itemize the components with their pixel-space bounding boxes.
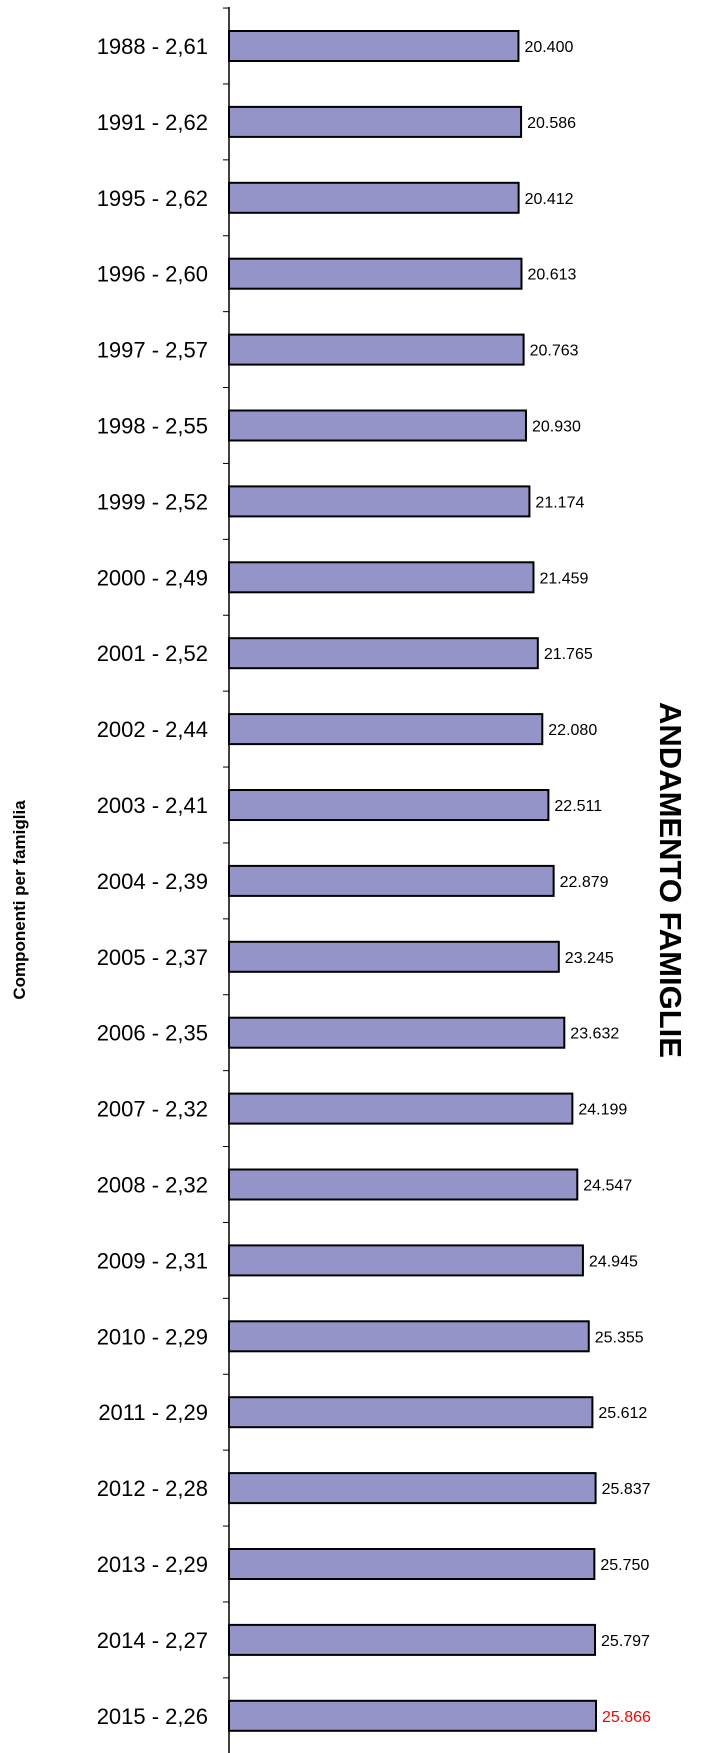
data-label: 24.199 (578, 1102, 627, 1119)
bar (228, 105, 523, 138)
data-label: 20.412 (525, 191, 574, 208)
data-label: 20.400 (524, 39, 573, 56)
bar (228, 1244, 584, 1277)
data-label: 20.586 (527, 115, 576, 132)
bar (228, 1016, 566, 1049)
category-label: 1998 - 2,55 (97, 414, 208, 439)
bar (228, 30, 520, 62)
data-label: 25.837 (602, 1481, 651, 1498)
bar (228, 1699, 597, 1732)
data-label: 20.613 (527, 267, 576, 284)
data-label: 23.245 (565, 950, 614, 967)
data-label: 24.547 (583, 1178, 632, 1195)
category-label: 2005 - 2,37 (97, 945, 208, 970)
bar (228, 1396, 594, 1429)
data-label: 20.763 (530, 343, 579, 360)
data-label: 25.866 (602, 1709, 651, 1726)
category-label: 2007 - 2,32 (97, 1097, 208, 1122)
y-axis-title: Componenti per famiglia (10, 800, 29, 1000)
data-label: 23.632 (570, 1026, 619, 1043)
category-label: 2002 - 2,44 (97, 717, 208, 742)
data-label: 24.945 (589, 1253, 638, 1270)
data-label: 25.797 (601, 1633, 650, 1650)
bars-layer (228, 30, 597, 1732)
bar (228, 637, 539, 670)
bar (228, 333, 525, 366)
bar (228, 181, 520, 214)
bar (228, 1623, 597, 1656)
category-label: 2011 - 2,29 (98, 1400, 208, 1425)
bar (228, 485, 531, 518)
data-label: 21.765 (544, 646, 593, 663)
bar (228, 1168, 579, 1201)
bar (228, 789, 550, 821)
category-label: 1996 - 2,60 (97, 262, 208, 287)
category-label: 1991 - 2,62 (97, 110, 208, 135)
category-label: 2009 - 2,31 (97, 1248, 208, 1273)
chart-title: ANDAMENTO FAMIGLIE (653, 702, 688, 1058)
category-label: 1988 - 2,61 (97, 34, 208, 59)
bar (228, 561, 535, 594)
category-label: 1995 - 2,62 (97, 186, 208, 211)
data-label: 25.355 (595, 1329, 644, 1346)
bar (228, 1548, 596, 1580)
category-label: 1997 - 2,57 (97, 338, 208, 363)
bar (228, 940, 560, 973)
bar (228, 1092, 574, 1125)
data-label: 22.080 (548, 722, 597, 739)
labels-layer: 1988 - 2,61 20.400 1991 - 2,62 20.586 1995 -… (97, 34, 651, 1729)
data-label: 25.750 (600, 1557, 649, 1574)
data-label: 21.174 (535, 494, 584, 511)
category-label: 2001 - 2,52 (97, 641, 208, 666)
category-label: 2004 - 2,39 (97, 869, 208, 894)
bar (228, 1320, 590, 1353)
data-label: 21.459 (539, 570, 588, 587)
category-label: 2003 - 2,41 (97, 793, 208, 818)
category-label: 2014 - 2,27 (97, 1628, 208, 1653)
category-label: 2006 - 2,35 (97, 1021, 208, 1046)
category-label: 2015 - 2,26 (97, 1704, 208, 1729)
category-label: 2000 - 2,49 (97, 565, 208, 590)
bar (228, 864, 555, 897)
category-label: 1999 - 2,52 (97, 489, 208, 514)
data-label: 22.879 (560, 874, 609, 891)
category-label: 2013 - 2,29 (97, 1552, 208, 1577)
category-label: 2008 - 2,32 (97, 1173, 208, 1198)
category-label: 2012 - 2,28 (97, 1476, 208, 1501)
bar (228, 409, 527, 442)
data-label: 25.612 (598, 1405, 647, 1422)
data-label: 22.511 (554, 798, 602, 815)
axis-layer (223, 7, 230, 1753)
bar (228, 1472, 597, 1505)
category-label: 2010 - 2,29 (97, 1324, 208, 1349)
bar (228, 257, 523, 290)
bar (228, 713, 544, 746)
data-label: 20.930 (532, 419, 581, 436)
